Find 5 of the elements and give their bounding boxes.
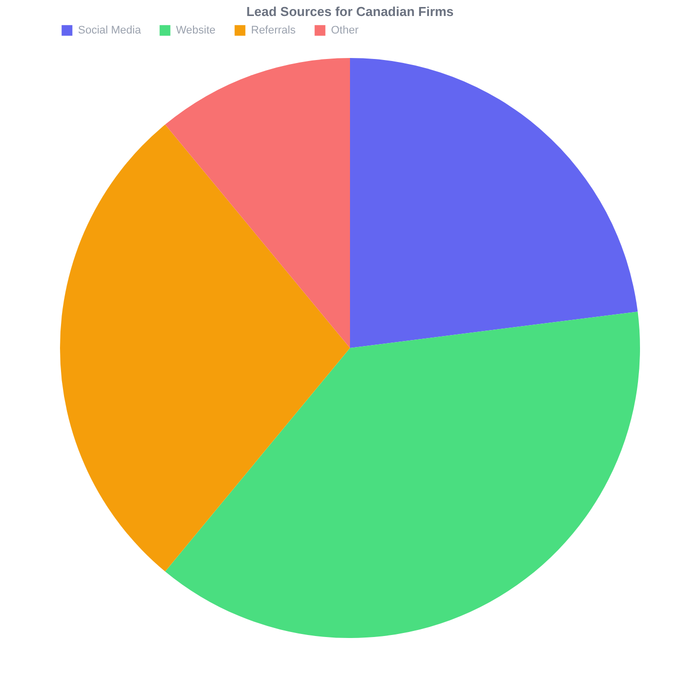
legend-label: Referrals (251, 24, 296, 36)
legend-label: Social Media (78, 24, 142, 36)
chart-title: Lead Sources for Canadian Firms (246, 4, 454, 19)
legend-label: Website (176, 24, 216, 36)
legend-label: Other (331, 24, 359, 36)
